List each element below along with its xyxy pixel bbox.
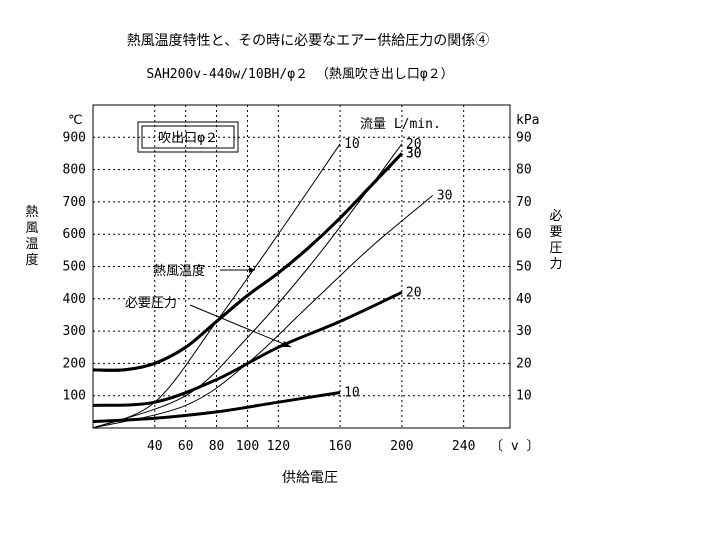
right-axis-unit: kPa — [516, 113, 539, 128]
x-axis-ticks: 40 60 80 100 120 160 200 240 — [147, 439, 475, 454]
x-tick-label: 60 — [178, 439, 194, 454]
x-tick-label: 80 — [209, 439, 225, 454]
left-tick-label: 700 — [63, 195, 86, 210]
nozzle-label-box-inner — [141, 125, 235, 149]
x-tick-label: 160 — [328, 439, 351, 454]
right-tick-label: 90 — [516, 130, 532, 145]
series-label-pressure-30: 30 — [406, 146, 422, 161]
right-tick-label: 50 — [516, 260, 532, 275]
x-tick-label: 40 — [147, 439, 163, 454]
x-tick-label: 240 — [452, 439, 475, 454]
right-axis-ticks: 10 20 30 40 50 60 70 80 90 — [516, 130, 532, 403]
annotation-heat-temperature-arrowhead — [249, 267, 255, 273]
annotation-required-pressure-arrow — [189, 304, 292, 348]
chart-subtitle: SAH200v-440w/10BH/φ２ （熱風吹き出し口φ２） — [146, 67, 453, 82]
annotation-required-pressure-arrowhead — [282, 341, 291, 347]
right-tick-label: 10 — [516, 389, 532, 404]
series-label-pressure-10: 10 — [344, 385, 360, 400]
x-axis-label: 供給電圧 — [282, 470, 338, 486]
series-line-pressure-30-bold — [92, 152, 403, 372]
right-axis-label: 必要圧力 — [549, 209, 562, 272]
left-axis-label: 熱風温度 — [25, 205, 38, 268]
series-label-temperature-30: 30 — [437, 188, 453, 203]
right-tick-label: 60 — [516, 227, 532, 242]
chart-title: 熱風温度特性と、その時に必要なエアー供給圧力の関係④ — [127, 33, 490, 49]
series-label-temperature-20: 20 — [406, 137, 422, 152]
plot-frame — [92, 104, 511, 429]
left-tick-label: 300 — [63, 324, 86, 339]
series-label-temperature-30: 30 — [406, 146, 422, 161]
right-tick-label: 20 — [516, 356, 532, 371]
series-line-pressure-20-bold — [92, 290, 403, 407]
annotation-required-pressure: 必要圧力 — [125, 296, 177, 311]
series-line-pressure-10-bold — [92, 391, 341, 423]
right-tick-label: 70 — [516, 195, 532, 210]
series-label-pressure-20: 20 — [406, 285, 422, 300]
right-tick-label: 30 — [516, 324, 532, 339]
x-axis-unit: 〔 v 〕 — [490, 439, 539, 454]
grid — [93, 105, 510, 428]
left-tick-label: 800 — [63, 163, 86, 178]
left-tick-label: 100 — [63, 389, 86, 404]
nozzle-label-box-outer — [137, 121, 239, 153]
x-tick-label: 120 — [267, 439, 290, 454]
annotation-heat-temperature: 熱風温度 — [153, 263, 205, 279]
left-axis-ticks: 100 200 300 400 500 600 700 800 900 — [63, 130, 86, 403]
left-axis-unit: ℃ — [68, 113, 83, 128]
left-tick-label: 600 — [63, 227, 86, 242]
x-tick-label: 100 — [236, 439, 259, 454]
x-tick-label: 200 — [390, 439, 413, 454]
series-line-temperature-30-thin — [92, 195, 434, 429]
flow-header: 流量 L/min. — [360, 117, 441, 132]
left-tick-label: 500 — [63, 260, 86, 275]
left-tick-label: 400 — [63, 292, 86, 307]
right-tick-label: 80 — [516, 163, 532, 178]
left-tick-label: 900 — [63, 130, 86, 145]
nozzle-label: 吹出口φ２ — [158, 131, 218, 146]
series-label-temperature-10: 10 — [344, 137, 360, 152]
right-tick-label: 40 — [516, 292, 532, 307]
left-tick-label: 200 — [63, 356, 86, 371]
